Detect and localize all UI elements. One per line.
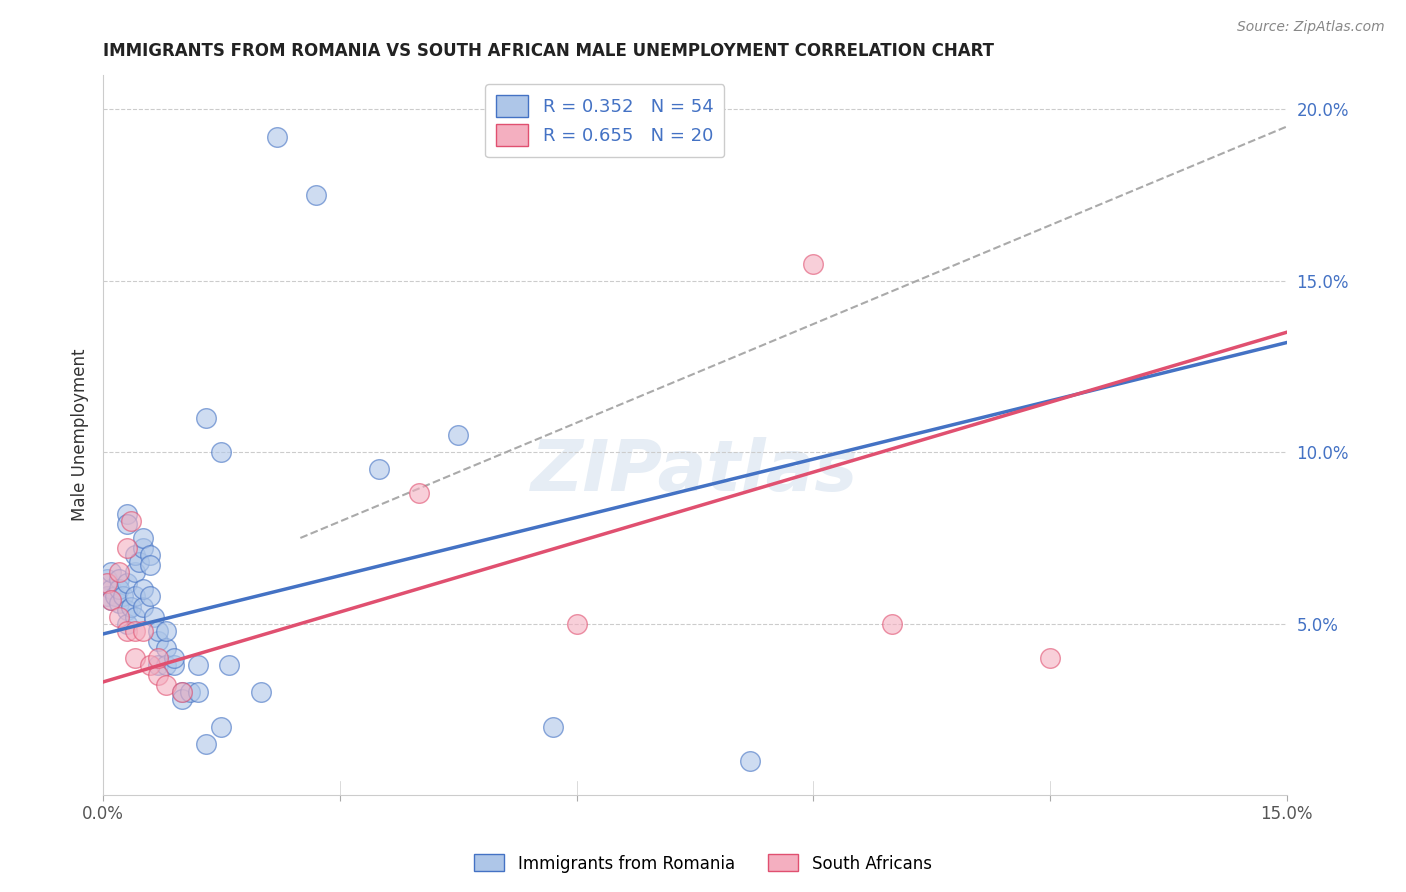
- Point: [108, 596, 131, 610]
- Point: [143, 609, 166, 624]
- Point: [187, 685, 209, 699]
- Point: [104, 589, 127, 603]
- Point: [131, 624, 153, 638]
- Point: [115, 541, 138, 556]
- Point: [115, 603, 138, 617]
- Text: ZIPatlas: ZIPatlas: [531, 436, 859, 506]
- Point: [131, 541, 153, 556]
- Point: [266, 129, 288, 144]
- Point: [801, 257, 824, 271]
- Point: [155, 640, 177, 655]
- Point: [108, 582, 131, 597]
- Point: [139, 558, 162, 573]
- Point: [139, 589, 162, 603]
- Point: [115, 624, 138, 638]
- Point: [108, 609, 131, 624]
- Point: [115, 507, 138, 521]
- Point: [96, 572, 118, 586]
- Point: [194, 411, 217, 425]
- Point: [155, 678, 177, 692]
- Point: [738, 754, 761, 768]
- Point: [187, 657, 209, 672]
- Point: [100, 582, 122, 597]
- Point: [148, 657, 170, 672]
- Point: [120, 599, 142, 614]
- Point: [170, 692, 193, 706]
- Point: [447, 428, 470, 442]
- Point: [163, 657, 186, 672]
- Legend: R = 0.352   N = 54, R = 0.655   N = 20: R = 0.352 N = 54, R = 0.655 N = 20: [485, 84, 724, 157]
- Point: [211, 719, 233, 733]
- Point: [124, 624, 146, 638]
- Point: [124, 589, 146, 603]
- Point: [124, 566, 146, 580]
- Point: [155, 657, 177, 672]
- Point: [115, 575, 138, 590]
- Point: [139, 548, 162, 562]
- Point: [148, 633, 170, 648]
- Point: [108, 566, 131, 580]
- Point: [120, 514, 142, 528]
- Point: [131, 582, 153, 597]
- Point: [882, 616, 904, 631]
- Point: [148, 668, 170, 682]
- Point: [139, 657, 162, 672]
- Point: [108, 572, 131, 586]
- Y-axis label: Male Unemployment: Male Unemployment: [72, 349, 89, 522]
- Point: [115, 616, 138, 631]
- Point: [148, 651, 170, 665]
- Text: Source: ZipAtlas.com: Source: ZipAtlas.com: [1237, 20, 1385, 34]
- Legend: Immigrants from Romania, South Africans: Immigrants from Romania, South Africans: [468, 847, 938, 880]
- Point: [368, 462, 391, 476]
- Point: [408, 486, 430, 500]
- Point: [250, 685, 273, 699]
- Point: [305, 188, 328, 202]
- Point: [100, 592, 122, 607]
- Point: [211, 445, 233, 459]
- Point: [124, 651, 146, 665]
- Point: [131, 599, 153, 614]
- Point: [1039, 651, 1062, 665]
- Point: [163, 651, 186, 665]
- Point: [115, 517, 138, 532]
- Point: [565, 616, 588, 631]
- Point: [194, 737, 217, 751]
- Point: [155, 624, 177, 638]
- Point: [124, 548, 146, 562]
- Text: IMMIGRANTS FROM ROMANIA VS SOUTH AFRICAN MALE UNEMPLOYMENT CORRELATION CHART: IMMIGRANTS FROM ROMANIA VS SOUTH AFRICAN…: [103, 42, 994, 60]
- Point: [124, 609, 146, 624]
- Point: [128, 555, 150, 569]
- Point: [218, 657, 240, 672]
- Point: [148, 624, 170, 638]
- Point: [100, 592, 122, 607]
- Point: [111, 589, 134, 603]
- Point: [100, 566, 122, 580]
- Point: [170, 685, 193, 699]
- Point: [541, 719, 564, 733]
- Point: [96, 589, 118, 603]
- Point: [131, 531, 153, 545]
- Point: [96, 575, 118, 590]
- Point: [170, 685, 193, 699]
- Point: [179, 685, 201, 699]
